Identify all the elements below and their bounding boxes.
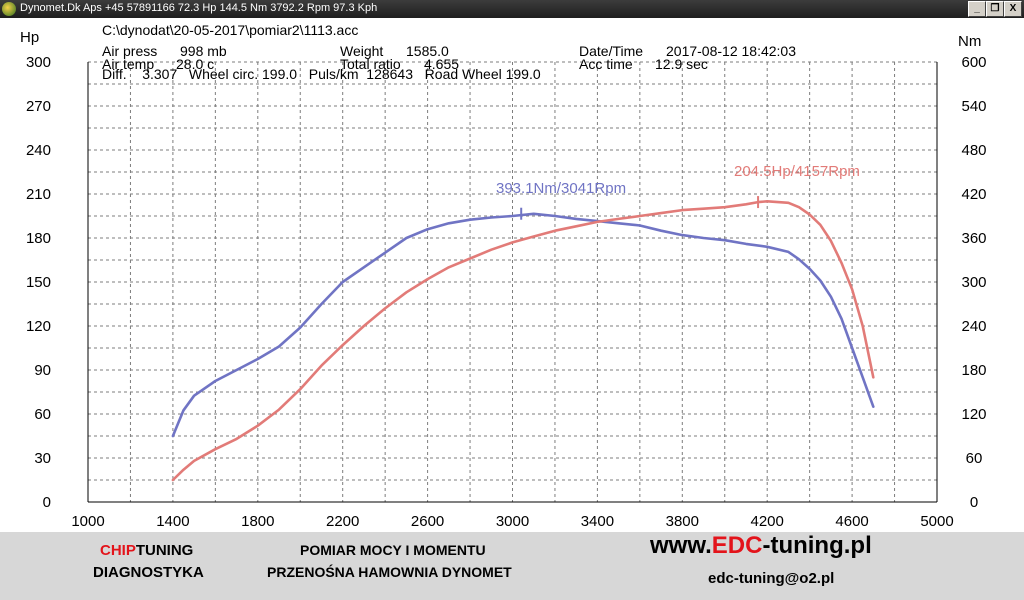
- weight-value: 1585.0: [406, 43, 449, 59]
- chart-series: [171, 200, 875, 482]
- y-tick-label-left: 120: [26, 318, 51, 335]
- y-tick-label-left: 0: [43, 494, 51, 511]
- x-tick-label: 5000: [920, 513, 953, 530]
- minimize-button[interactable]: _: [968, 1, 986, 17]
- x-tick-label: 1800: [241, 513, 274, 530]
- chip-word: CHIP: [100, 542, 136, 559]
- chart-ticks: 1000 1400 1800 2200 2600 3000 3400 3800 4200 4600…: [26, 54, 987, 530]
- dyno-chart: 1000 1400 1800 2200 2600 3000 3400 3800 4200 4600…: [20, 22, 987, 530]
- y-axis-label-left: Hp: [20, 29, 39, 46]
- y-tick-label-right: 0: [970, 494, 978, 511]
- app-icon: [2, 2, 16, 16]
- x-tick-label: 4600: [835, 513, 868, 530]
- y-tick-label-left: 60: [34, 406, 51, 423]
- peak-annotation-label: 204.5Hp/4157Rpm: [734, 163, 860, 180]
- y-tick-label-right: 480: [961, 142, 986, 159]
- x-tick-label: 1000: [71, 513, 104, 530]
- url-prefix: www.: [650, 532, 712, 559]
- file-path: C:\dynodat\20-05-2017\pomiar2\1113.acc: [102, 22, 358, 38]
- y-tick-label-right: 300: [961, 274, 986, 291]
- window-title-bar: Dynomet.Dk Aps +45 57891166 72.3 Hp 144.…: [0, 0, 1024, 18]
- header-line-2: Air temp 28.0 c Total ratio 4.655 Acc ti…: [102, 56, 708, 72]
- url-suffix: -tuning.pl: [762, 532, 872, 559]
- datetime-label: Date/Time: [579, 43, 643, 59]
- x-tick-label: 4200: [751, 513, 784, 530]
- contact-email: edc-tuning@o2.pl: [708, 570, 835, 587]
- y-tick-label-left: 180: [26, 230, 51, 247]
- y-tick-label-right: 180: [961, 362, 986, 379]
- y-tick-label-right: 600: [961, 54, 986, 71]
- window-title: Dynomet.Dk Aps +45 57891166 72.3 Hp 144.…: [20, 2, 378, 14]
- torque-series-line: [171, 212, 875, 438]
- dyno-chart-area: 1000 1400 1800 2200 2600 3000 3400 3800 4200 4600…: [0, 18, 1024, 532]
- y-tick-label-right: 240: [961, 318, 986, 335]
- diagnostyka-text: DIAGNOSTYKA: [93, 564, 204, 581]
- y-tick-label-left: 90: [34, 362, 51, 379]
- footer-banner: CHIPTUNING DIAGNOSTYKA POMIAR MOCY I MOM…: [0, 532, 1024, 600]
- y-tick-label-left: 240: [26, 142, 51, 159]
- total-ratio-label: Total ratio: [340, 56, 401, 72]
- datetime-value: 2017-08-12 18:42:03: [666, 43, 796, 59]
- air-press-value: 998 mb: [180, 43, 227, 59]
- chart-grid: [87, 61, 938, 503]
- x-tick-label: 1400: [156, 513, 189, 530]
- acc-time-label: Acc time: [579, 56, 633, 72]
- url-brand: EDC: [711, 532, 763, 559]
- total-ratio-value: 4.655: [424, 56, 459, 72]
- y-tick-label-left: 150: [26, 274, 51, 291]
- air-temp-value: 28.0 c: [176, 56, 214, 72]
- header-line-3: Diff. 3.307 Wheel circ. 199.0 Puls/km 12…: [102, 66, 541, 82]
- y-axis-label-right: Nm: [958, 33, 981, 50]
- power-series-line: [171, 200, 875, 482]
- peak-annotation-label: 393.1Nm/3041Rpm: [496, 180, 626, 197]
- y-tick-label-right: 120: [961, 406, 986, 423]
- y-tick-label-right: 540: [961, 98, 986, 115]
- chart-axes: [87, 62, 938, 503]
- measurement-title: POMIAR MOCY I MOMENTU: [300, 542, 486, 558]
- y-tick-label-right: 60: [966, 450, 983, 467]
- close-button[interactable]: X: [1004, 1, 1022, 17]
- y-tick-label-left: 30: [34, 450, 51, 467]
- tuning-word: TUNING: [135, 542, 194, 559]
- y-tick-label-left: 270: [26, 98, 51, 115]
- chart-annotations: 393.1Nm/3041Rpm 204.5Hp/4157Rpm: [496, 163, 860, 220]
- x-tick-label: 3400: [581, 513, 614, 530]
- dynomet-subtitle: PRZENOŚNA HAMOWNIA DYNOMET: [267, 564, 512, 580]
- x-tick-label: 2600: [411, 513, 444, 530]
- y-tick-label-left: 210: [26, 186, 51, 203]
- weight-label: Weight: [340, 43, 383, 59]
- website-url: www.EDC-tuning.pl: [650, 532, 872, 560]
- air-temp-label: Air temp: [102, 56, 154, 72]
- acc-time-value: 12.9 sec: [655, 56, 708, 72]
- header-line-1: Air press 998 mb Weight 1585.0 Date/Time…: [102, 43, 796, 59]
- air-press-label: Air press: [102, 43, 157, 59]
- x-tick-label: 3800: [666, 513, 699, 530]
- x-tick-label: 2200: [326, 513, 359, 530]
- y-tick-label-right: 420: [961, 186, 986, 203]
- x-tick-label: 3000: [496, 513, 529, 530]
- restore-button[interactable]: ❐: [986, 1, 1004, 17]
- y-tick-label-right: 360: [961, 230, 986, 247]
- chiptuning-text: CHIPTUNING: [100, 542, 193, 559]
- y-tick-label-left: 300: [26, 54, 51, 71]
